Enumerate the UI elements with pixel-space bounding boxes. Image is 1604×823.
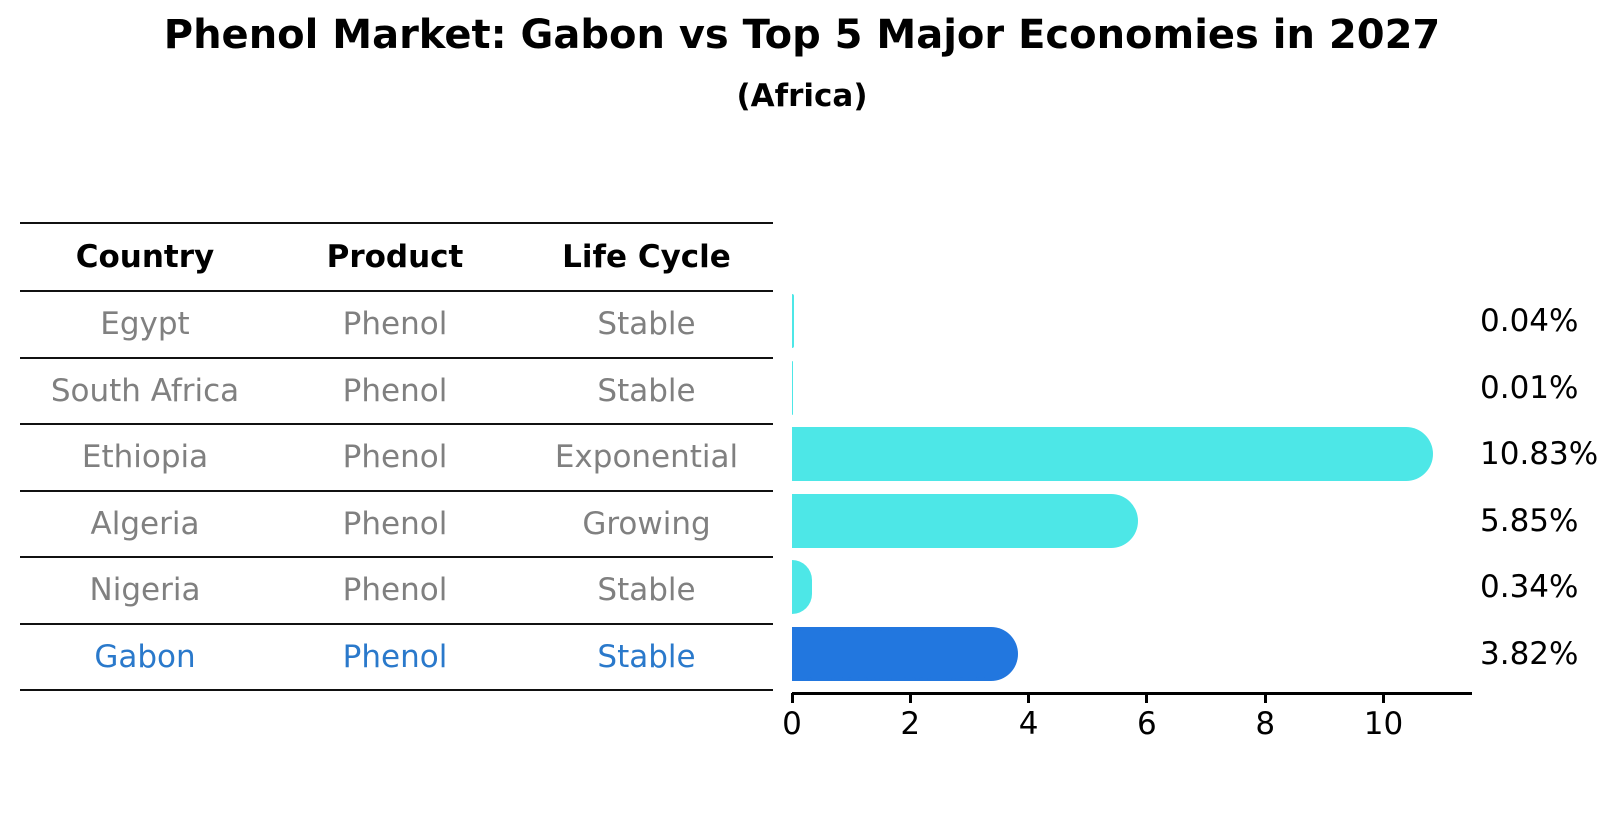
table-row-algeria: Algeria Phenol Growing [20,492,773,558]
cell-product: Phenol [342,372,448,409]
x-tick-label-2: 2 [900,706,921,742]
cell-country: South Africa [50,372,240,409]
cell-life-cycle: Exponential [554,439,739,476]
table-row-gabon: Gabon Phenol Stable [20,625,773,691]
x-tick-0 [790,693,794,703]
x-tick-4 [1027,693,1031,703]
x-tick-label-6: 6 [1137,706,1157,742]
x-tick-label-4: 4 [1018,706,1039,742]
x-tick-6 [1145,693,1149,703]
cell-life-cycle: Stable [597,572,696,609]
bar-ethiopia [792,427,1433,482]
value-label-south-africa: 0.01% [1480,369,1579,406]
chart-title: Phenol Market: Gabon vs Top 5 Major Econ… [163,12,1441,58]
country-table: Country Product Life Cycle Egypt Phenol St… [20,222,773,691]
cell-country: Algeria [90,505,200,542]
cell-country: Egypt [100,306,190,343]
table-row-south-africa: South Africa Phenol Stable [20,359,773,425]
bar-egypt [792,294,795,349]
value-label-nigeria: 0.34% [1480,569,1579,606]
cell-life-cycle: Stable [597,306,696,343]
value-label-egypt: 0.04% [1480,303,1579,340]
x-tick-10 [1382,693,1385,703]
cell-product: Phenol [342,572,448,609]
header-product: Product [326,239,464,275]
table-row-nigeria: Nigeria Phenol Stable [20,558,773,625]
cell-product: Phenol [342,439,448,476]
cell-life-cycle: Stable [597,638,696,675]
table-body: Egypt Phenol Stable South Africa Phenol Stabl… [20,292,773,691]
value-label-gabon: 3.82% [1480,635,1579,672]
bar-gabon [792,626,1018,681]
table-row-egypt: Egypt Phenol Stable [20,292,773,359]
table-header-row: Country Product Life Cycle [20,222,773,292]
value-label-ethiopia: 10.83% [1480,436,1599,473]
cell-product: Phenol [342,505,448,542]
header-life-cycle: Life Cycle [562,239,731,275]
cell-product: Phenol [342,306,448,343]
bar-south-africa [792,360,793,415]
cell-product: Phenol [342,638,448,675]
cell-life-cycle: Growing [582,505,711,542]
x-tick-label-10: 10 [1363,706,1404,742]
bar-algeria [792,493,1139,548]
cell-country: Ethiopia [81,439,209,476]
cell-country: Gabon [94,638,196,675]
cell-country: Nigeria [89,572,201,609]
header-country: Country [75,239,215,275]
table-row-ethiopia: Ethiopia Phenol Exponential [20,425,773,492]
cell-life-cycle: Stable [597,372,696,409]
value-label-algeria: 5.85% [1480,502,1579,539]
bar-nigeria [792,560,813,615]
x-axis-line [792,692,1472,695]
x-tick-label-8: 8 [1255,706,1276,742]
chart-subtitle: (Africa) [736,78,868,114]
x-tick-label-0: 0 [782,706,802,742]
x-tick-2 [908,693,912,703]
x-tick-8 [1263,693,1267,703]
